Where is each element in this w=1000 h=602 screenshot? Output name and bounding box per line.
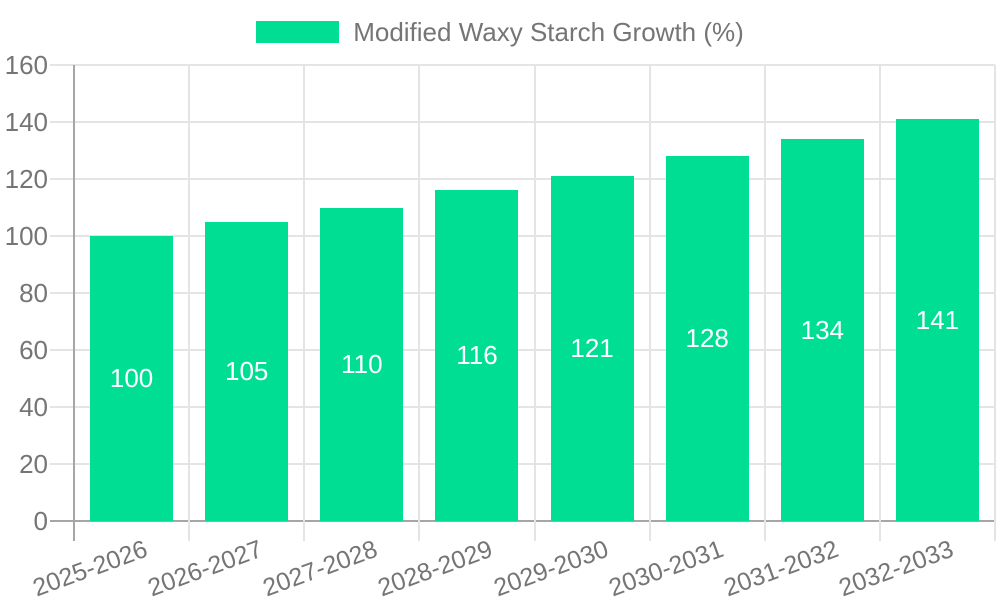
v-gridline	[763, 65, 766, 541]
h-gridline	[50, 292, 995, 294]
bar-value-label: 121	[570, 333, 614, 364]
y-axis-tick-label: 100	[4, 221, 48, 251]
legend-swatch	[256, 21, 340, 43]
v-gridline	[878, 65, 881, 541]
h-gridline	[50, 64, 995, 66]
y-axis-tick-label: 60	[19, 335, 48, 365]
v-gridline	[418, 65, 421, 541]
v-gridline	[648, 65, 651, 541]
bar[interactable]: 100	[90, 236, 174, 521]
bar-value-label: 110	[341, 348, 383, 379]
y-axis-tick-label: 20	[19, 449, 48, 479]
x-axis-tick-label: 2025-2026	[29, 535, 152, 602]
bar-value-label: 134	[800, 314, 844, 345]
y-axis-tick-label: 40	[19, 392, 48, 422]
x-axis-tick-label: 2032-2033	[835, 535, 958, 602]
bar-value-label: 105	[224, 355, 269, 386]
x-axis-line	[50, 520, 995, 522]
x-axis-tick-label: 2029-2030	[489, 535, 612, 602]
x-axis-tick-label: 2028-2029	[374, 535, 497, 602]
bar[interactable]: 110	[320, 207, 404, 521]
bar[interactable]: 105	[205, 221, 289, 521]
y-axis-tick-label: 120	[4, 164, 48, 194]
h-gridline	[50, 349, 995, 351]
h-gridline	[50, 463, 995, 465]
h-gridline	[50, 178, 995, 180]
v-gridline	[303, 65, 306, 541]
y-axis-tick-label: 80	[19, 278, 48, 308]
y-axis-tick-label: 0	[33, 506, 48, 536]
bar-value-label: 141	[915, 304, 960, 335]
y-axis-tick-label: 140	[4, 107, 48, 137]
bar[interactable]: 128	[665, 156, 749, 521]
h-gridline	[50, 235, 995, 237]
v-gridline	[533, 65, 536, 541]
x-axis-tick-label: 2030-2031	[604, 535, 727, 602]
bar-value-label: 116	[456, 340, 498, 371]
h-gridline	[50, 406, 995, 408]
x-axis-tick-label: 2027-2028	[259, 535, 382, 602]
y-axis-tick-label: 160	[4, 50, 48, 80]
bar[interactable]: 141	[895, 119, 979, 521]
legend-label: Modified Waxy Starch Growth (%)	[353, 17, 744, 47]
bar[interactable]: 116	[435, 190, 519, 521]
legend[interactable]: Modified Waxy Starch Growth (%)	[0, 18, 1000, 46]
x-axis-tick-label: 2026-2027	[144, 535, 267, 602]
v-gridline	[994, 65, 996, 541]
bar[interactable]: 134	[780, 139, 864, 521]
y-axis-line	[73, 65, 75, 541]
v-gridline	[188, 65, 191, 541]
h-gridline	[50, 121, 995, 123]
x-axis-tick-label: 2031-2032	[719, 535, 842, 602]
bar-value-label: 128	[685, 323, 729, 354]
bar-value-label: 100	[109, 363, 154, 393]
bar[interactable]: 121	[550, 176, 634, 521]
